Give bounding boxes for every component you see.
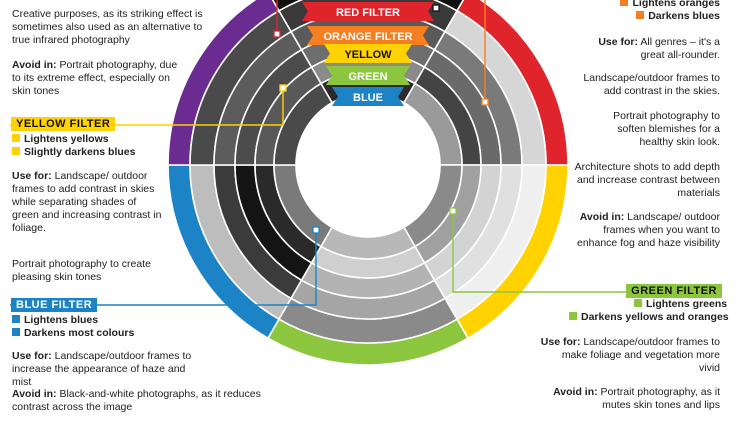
- intro-text: Creative purposes, as its striking effec…: [12, 8, 203, 46]
- ribbon-0-shape: [302, 2, 434, 21]
- ribbon-2-label: YELLOW: [344, 49, 392, 61]
- orange-bullet-2: Darkens blues: [636, 10, 720, 23]
- ribbon-4-shape: [332, 87, 404, 106]
- ribbon-4-label: BLUE: [353, 92, 383, 104]
- ribbon-2-shape: [324, 44, 412, 63]
- orange-square-icon: [620, 0, 629, 6]
- orange-square-icon: [636, 11, 645, 19]
- yellow-use-text: Landscape/ outdoor frames to add contras…: [12, 170, 162, 234]
- orange-avoid: Avoid in: Landscape/ outdoor frames when…: [570, 211, 720, 250]
- orange-use: Use for: All genres – it's a great all-r…: [580, 36, 720, 62]
- orange-use-text: All genres – it's a great all-rounder.: [640, 36, 720, 61]
- ribbon-2: YELLOW: [324, 44, 412, 63]
- ribbon-3-label: GREEN: [348, 71, 387, 83]
- filter-ribbons: RED FILTER ORANGE FILTER YELLOW GREEN BLUE: [302, 2, 434, 106]
- orange-avoid-label: Avoid in:: [579, 211, 625, 223]
- ribbon-1-label: ORANGE FILTER: [323, 31, 412, 43]
- green-use-label: Use for:: [540, 336, 581, 348]
- blue-filter-title: BLUE FILTER: [11, 298, 98, 312]
- orange-para-architecture: Architecture shots to add depth and incr…: [574, 161, 720, 199]
- yellow-filter-title: YELLOW FILTER: [11, 117, 116, 131]
- ribbon-3: GREEN: [326, 66, 410, 85]
- green-avoid-text: Portrait photography, as it mutes skin t…: [600, 386, 720, 411]
- gray-ring-4-seg-5: [273, 82, 334, 166]
- green-bullet-2: Darkens yellows and oranges: [569, 311, 729, 324]
- ribbon-0-label: RED FILTER: [336, 7, 400, 19]
- ribbon-3-shape: [326, 66, 410, 85]
- yellow-portrait: Portrait photography to create pleasing …: [12, 258, 151, 283]
- red-callout-marker: [273, 30, 281, 38]
- green-square-icon: [634, 299, 642, 307]
- yellow-use: Use for: Landscape/ outdoor frames to ad…: [12, 170, 162, 235]
- orange-avoid-text: Landscape/ outdoor frames when you want …: [576, 211, 720, 249]
- yellow-bullet-2: Slightly darkens blues: [12, 146, 135, 159]
- blue-avoid-text: Black-and-white photographs, as it reduc…: [12, 388, 261, 413]
- ribbon-1: ORANGE FILTER: [307, 26, 429, 45]
- green-avoid: Avoid in: Portrait photography, as it mu…: [540, 386, 720, 412]
- green-bullet-1: Lightens greens: [634, 298, 727, 311]
- yellow-callout-marker: [279, 84, 287, 92]
- orange-bullet-1: Lightens oranges: [620, 0, 720, 10]
- yellow-use-label: Use for:: [12, 170, 52, 182]
- yellow-square-icon: [12, 147, 20, 155]
- black-callout-marker: [432, 4, 440, 12]
- yellow-square-icon: [12, 134, 20, 142]
- ribbon-0: RED FILTER: [302, 2, 434, 21]
- red-avoid-label: Avoid in:: [12, 59, 57, 71]
- blue-use-label: Use for:: [12, 350, 52, 362]
- blue-square-icon: [12, 315, 20, 323]
- ribbon-1-shape: [307, 26, 429, 45]
- red-avoid: Avoid in: Portrait photography, due to i…: [12, 59, 187, 98]
- blue-use-text: Landscape/outdoor frames to increase the…: [12, 350, 192, 388]
- ribbon-4: BLUE: [332, 87, 404, 106]
- green-use: Use for: Landscape/outdoor frames to mak…: [540, 336, 720, 375]
- orange-para-portrait: Portrait photography to soften blemishes…: [613, 110, 720, 148]
- blue-bullet-1: Lightens blues: [12, 314, 98, 327]
- blue-avoid-label: Avoid in:: [12, 388, 57, 400]
- yellow-bullet-1: Lightens yellows: [12, 133, 109, 146]
- orange-para-landscape: Landscape/outdoor frames to add contrast…: [583, 72, 720, 97]
- green-square-icon: [569, 312, 577, 320]
- orange-use-label: Use for:: [598, 36, 639, 48]
- green-callout-marker: [449, 207, 457, 215]
- blue-avoid: Avoid in: Black-and-white photographs, a…: [12, 388, 272, 414]
- blue-square-icon: [12, 328, 20, 336]
- blue-callout-marker: [312, 226, 320, 234]
- orange-callout-marker: [481, 98, 489, 106]
- blue-use: Use for: Landscape/outdoor frames to inc…: [12, 350, 202, 389]
- red-avoid-text: Portrait photography, due to its extreme…: [12, 59, 178, 97]
- green-use-text: Landscape/outdoor frames to make foliage…: [561, 336, 720, 374]
- green-avoid-label: Avoid in:: [553, 386, 598, 398]
- blue-callout-line: [10, 230, 317, 306]
- wheel-center: [296, 93, 440, 237]
- blue-bullet-2: Darkens most colours: [12, 327, 134, 340]
- green-filter-title: GREEN FILTER: [626, 284, 722, 298]
